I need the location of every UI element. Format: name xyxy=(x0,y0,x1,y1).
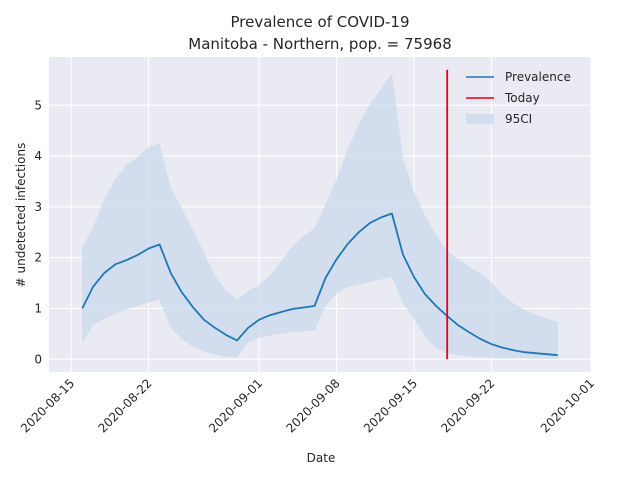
y-tick-label: 5 xyxy=(34,98,42,112)
ci-band xyxy=(82,73,558,359)
y-tick-label: 0 xyxy=(34,352,42,366)
x-tick-label: 2020-08-15 xyxy=(18,376,77,435)
x-axis-label: Date xyxy=(307,451,336,465)
prevalence-line-layer xyxy=(81,212,558,357)
x-tick-label: 2020-09-22 xyxy=(438,376,497,435)
chart-title: Prevalence of COVID-19 xyxy=(230,13,409,31)
y-tick-label: 4 xyxy=(34,149,42,163)
y-tick-label: 3 xyxy=(34,200,42,214)
y-axis-label: # undetected infections xyxy=(14,143,28,288)
x-tick-label: 2020-10-01 xyxy=(538,376,597,435)
x-tick-labels: 2020-08-15 2020-08-22 2020-09-01 2020-09-08… xyxy=(18,376,597,435)
chart-subtitle: Manitoba - Northern, pop. = 75968 xyxy=(188,35,451,53)
legend-95ci-swatch xyxy=(466,114,494,124)
ci-band-layer xyxy=(82,73,558,359)
x-tick-label: 2020-08-22 xyxy=(95,376,154,435)
x-tick-label: 2020-09-08 xyxy=(283,376,342,435)
y-tick-labels: 0 1 2 3 4 5 xyxy=(34,98,42,366)
y-tick-label: 1 xyxy=(34,301,42,315)
legend: Prevalence Today 95CI xyxy=(466,70,571,126)
legend-prevalence-label: Prevalence xyxy=(505,70,571,84)
legend-today-label: Today xyxy=(504,91,540,105)
legend-95ci-label: 95CI xyxy=(505,112,532,126)
x-tick-label: 2020-09-15 xyxy=(361,376,420,435)
prevalence-line xyxy=(81,212,558,357)
y-tick-label: 2 xyxy=(34,251,42,265)
x-tick-label: 2020-09-01 xyxy=(206,376,265,435)
